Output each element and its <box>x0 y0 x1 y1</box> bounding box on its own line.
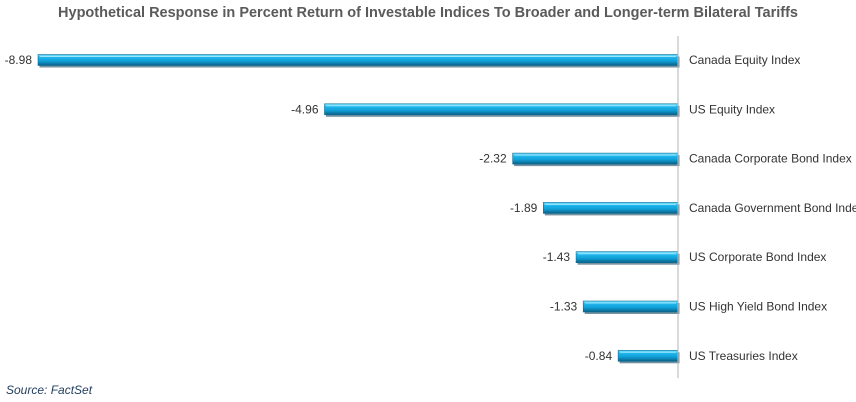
category-label: Canada Corporate Bond Index <box>689 152 852 166</box>
value-label: -1.89 <box>510 201 538 215</box>
category-label: Canada Government Bond Index <box>689 201 856 215</box>
chart-title: Hypothetical Response in Percent Return … <box>58 5 798 21</box>
bars-group: -8.98 Canada Equity Index -4.96 US Equity I… <box>5 53 856 364</box>
value-label: -0.84 <box>585 349 613 363</box>
category-label: US Corporate Bond Index <box>689 250 826 264</box>
source-note: Source: FactSet <box>6 383 93 397</box>
category-label: US Treasuries Index <box>689 349 798 363</box>
value-label: -8.98 <box>5 53 33 67</box>
category-label: US Equity Index <box>689 102 775 116</box>
value-label: -4.96 <box>291 102 319 116</box>
category-label: US High Yield Bond Index <box>689 300 827 314</box>
category-label: Canada Equity Index <box>689 53 800 67</box>
value-label: -2.32 <box>479 152 507 166</box>
value-label: -1.43 <box>543 250 571 264</box>
value-label: -1.33 <box>550 300 578 314</box>
